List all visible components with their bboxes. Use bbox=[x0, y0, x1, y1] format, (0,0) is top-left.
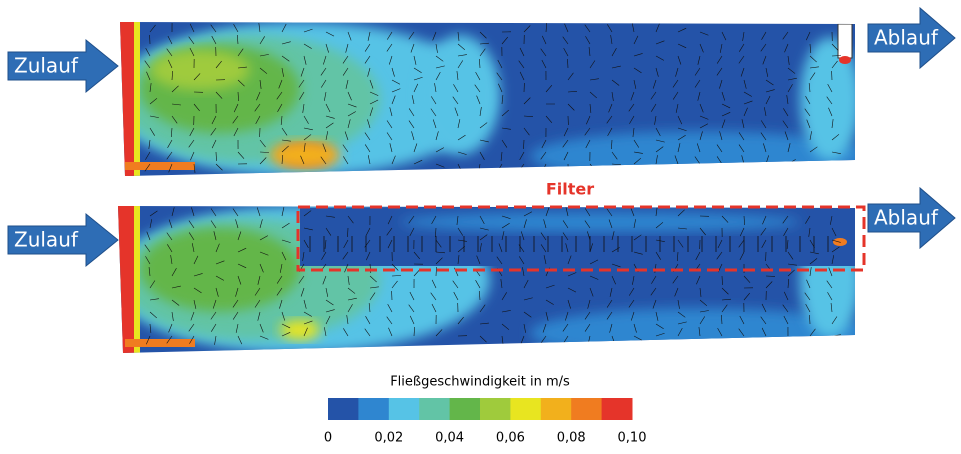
contour-inlet bbox=[118, 206, 134, 353]
velocity-vector bbox=[810, 164, 819, 166]
colorbar-cell bbox=[450, 398, 481, 420]
inlet-label: Zulauf bbox=[14, 228, 79, 252]
colorbar-cell bbox=[358, 398, 389, 420]
outlet-hot bbox=[839, 56, 851, 64]
colorbar-tick-label: 0,10 bbox=[618, 431, 647, 446]
contour-inlet-edge bbox=[134, 206, 140, 353]
contour-region bbox=[420, 35, 500, 155]
contour-region bbox=[150, 50, 250, 90]
colorbar-tick-label: 0,02 bbox=[374, 431, 403, 446]
contour-region bbox=[280, 320, 320, 340]
colorbar-tick-label: 0,04 bbox=[435, 431, 464, 446]
colorbar-cell bbox=[602, 398, 633, 420]
colorbar-cell bbox=[328, 398, 359, 420]
colorbar: 0 0,02 0,04 0,06 0,08 0,10 bbox=[324, 398, 647, 446]
colorbar-cell bbox=[510, 398, 541, 420]
colorbar-title: Fließgeschwindigkeit in m/s bbox=[390, 375, 570, 390]
colorbar-cell bbox=[419, 398, 450, 420]
contour-inlet bbox=[118, 22, 134, 176]
outlet-label: Ablauf bbox=[874, 206, 939, 230]
colorbar-cell bbox=[541, 398, 572, 420]
contour-inlet-edge bbox=[134, 22, 140, 176]
inlet-label: Zulauf bbox=[14, 54, 79, 78]
flow-field-top bbox=[110, 17, 870, 181]
filter-label: Filter bbox=[546, 180, 594, 199]
colorbar-cell bbox=[571, 398, 602, 420]
contour-bottom-jet bbox=[125, 339, 195, 347]
outlet-label: Ablauf bbox=[874, 26, 939, 50]
contour-region bbox=[140, 228, 300, 312]
outlet-pipe bbox=[838, 24, 852, 58]
flow-field-bottom bbox=[110, 201, 870, 358]
colorbar-tick-label: 0 bbox=[324, 431, 332, 446]
contour-region bbox=[400, 212, 800, 232]
colorbar-cell bbox=[480, 398, 511, 420]
colorbar-tick-label: 0,08 bbox=[557, 431, 586, 446]
contour-bottom-jet bbox=[125, 162, 195, 170]
colorbar-cell bbox=[389, 398, 420, 420]
figure: Zulauf Ablauf Zulauf Ablauf Filter Fließ… bbox=[0, 0, 961, 450]
velocity-vector bbox=[832, 164, 837, 172]
colorbar-tick-label: 0,06 bbox=[496, 431, 525, 446]
